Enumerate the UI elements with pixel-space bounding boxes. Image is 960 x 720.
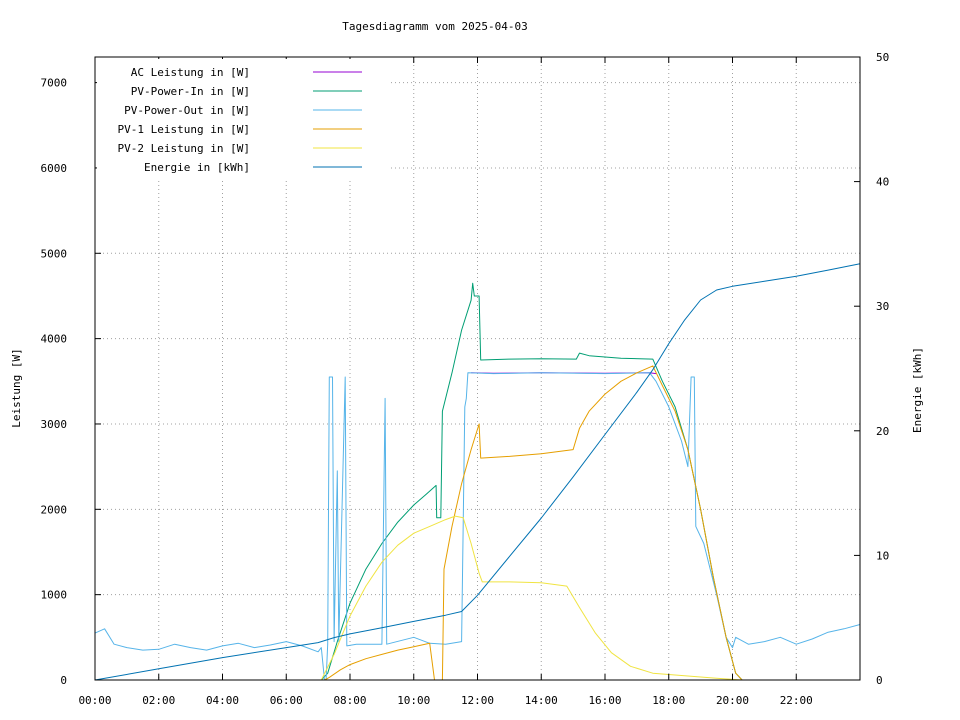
- series-line: [95, 515, 860, 681]
- x-tick-label: 14:00: [525, 694, 558, 707]
- y-axis-label: Leistung [W]: [10, 348, 23, 427]
- series-line: [95, 365, 860, 681]
- y-tick-label: 3000: [41, 418, 68, 431]
- legend-background: [97, 59, 389, 179]
- legend-label: AC Leistung in [W]: [131, 66, 250, 79]
- series-line: [94, 263, 861, 681]
- x-tick-label: 18:00: [652, 694, 685, 707]
- y2-axis-label: Energie [kWh]: [911, 347, 924, 433]
- y2-tick-label: 0: [876, 674, 883, 687]
- x-tick-label: 06:00: [270, 694, 303, 707]
- x-tick-label: 10:00: [397, 694, 430, 707]
- x-tick-label: 04:00: [206, 694, 239, 707]
- y-tick-label: 7000: [41, 77, 68, 90]
- y2-tick-label: 40: [876, 176, 889, 189]
- plot-frame: [94, 56, 861, 681]
- y2-tick-label: 30: [876, 300, 889, 313]
- y-tick-label: 6000: [41, 162, 68, 175]
- legend: AC Leistung in [W] PV-Power-In in [W] PV-P…: [97, 59, 389, 179]
- x-tick-label: 08:00: [333, 694, 366, 707]
- y2-tick-label: 50: [876, 51, 889, 64]
- legend-label: PV-Power-Out in [W]: [124, 104, 250, 117]
- legend-label: Energie in [kWh]: [144, 161, 250, 174]
- y-tick-label: 4000: [41, 333, 68, 346]
- y2-tick-label: 10: [876, 549, 889, 562]
- legend-label: PV-2 Leistung in [W]: [118, 142, 250, 155]
- y-tick-label: 0: [60, 674, 67, 687]
- legend-label: PV-1 Leistung in [W]: [118, 123, 250, 136]
- x-tick-label: 00:00: [78, 694, 111, 707]
- x-tick-label: 22:00: [780, 694, 813, 707]
- y-tick-label: 2000: [41, 503, 68, 516]
- y2-tick-label: 20: [876, 425, 889, 438]
- axes: 00:00 02:00 04:00 06:00 08:00 10:00 12:00 14:00…: [41, 51, 890, 707]
- series-layer: [94, 263, 861, 681]
- legend-label: PV-Power-In in [W]: [131, 85, 250, 98]
- chart-title: Tagesdiagramm vom 2025-04-03: [342, 20, 527, 33]
- y-tick-label: 5000: [41, 247, 68, 260]
- x-tick-label: 16:00: [588, 694, 621, 707]
- x-tick-label: 12:00: [461, 694, 494, 707]
- x-tick-label: 20:00: [716, 694, 749, 707]
- y-tick-label: 1000: [41, 589, 68, 602]
- x-tick-label: 02:00: [142, 694, 175, 707]
